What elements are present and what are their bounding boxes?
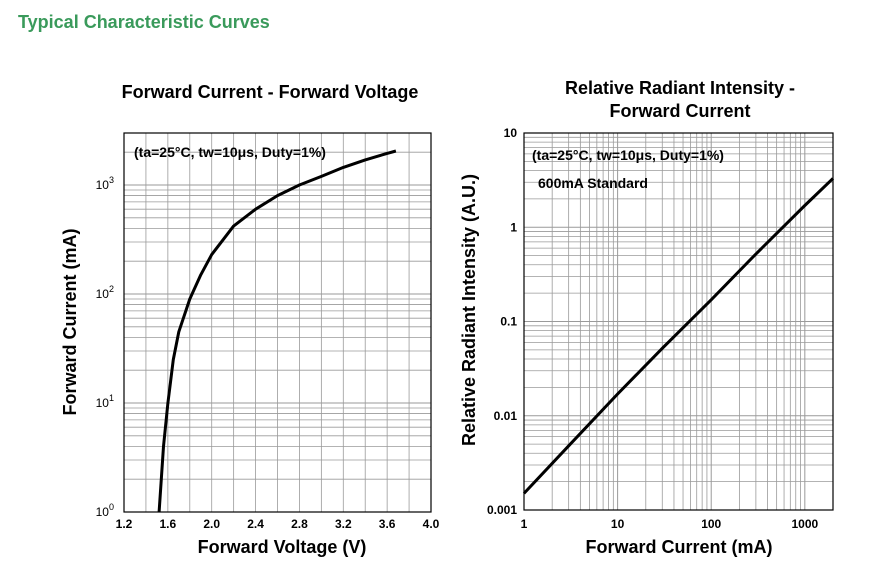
- chart1-y-tick-label: 100: [96, 502, 114, 519]
- chart2-x-tick-label: 100: [701, 517, 721, 531]
- chart1-title: Forward Current - Forward Voltage: [121, 82, 419, 102]
- chart2-plot-frame: [523, 132, 834, 511]
- chart1-plot-frame: [123, 132, 432, 513]
- chart1-annotation: (ta=25°C, tw=10μs, Duty=1%): [134, 144, 326, 160]
- chart1-series-line: [157, 149, 397, 513]
- chart2-x-axis-label: Forward Current (mA): [585, 537, 772, 557]
- chart1-x-tick-label: 1.2: [116, 517, 133, 531]
- chart1-y-tick-label: 103: [96, 175, 114, 192]
- chart2-y-tick-label: 0.01: [494, 409, 518, 423]
- chart2-x-tick-label: 10: [611, 517, 625, 531]
- chart2-y-tick-label: 0.001: [487, 503, 517, 517]
- chart1-x-tick-label: 1.6: [160, 517, 177, 531]
- chart2-title: Relative Radiant Intensity - Forward Curr…: [564, 78, 796, 121]
- chart1-x-tick-label: 2.8: [291, 517, 308, 531]
- chart1-x-axis-label: Forward Voltage (V): [198, 537, 367, 557]
- chart1-y-tick-label: 101: [96, 393, 114, 410]
- chart1-x-tick-label: 2.0: [203, 517, 220, 531]
- chart2-annotation-standard: 600mA Standard: [538, 175, 648, 191]
- chart1-y-tick-label: 102: [96, 284, 114, 301]
- chart2-x-tick-label: 1: [521, 517, 528, 531]
- chart2-y-axis-label: Relative Radiant Intensity (A.U.): [459, 174, 479, 446]
- chart2-y-tick-label: 10: [504, 126, 518, 140]
- chart1-x-tick-label: 3.2: [335, 517, 352, 531]
- chart2-annotation: (ta=25°C, tw=10μs, Duty=1%): [532, 147, 724, 163]
- chart2-series-line: [522, 177, 835, 495]
- chart2-x-tick-label: 1000: [791, 517, 818, 531]
- chart2-y-tick-label: 0.1: [500, 315, 517, 329]
- chart1-x-tick-label: 3.6: [379, 517, 396, 531]
- chart1-x-tick-label: 2.4: [247, 517, 264, 531]
- chart1-x-tick-label: 4.0: [423, 517, 440, 531]
- chart2-y-tick-label: 1: [510, 220, 517, 234]
- page-heading: Typical Characteristic Curves: [18, 12, 270, 32]
- chart1-y-axis-label: Forward Current (mA): [60, 228, 80, 415]
